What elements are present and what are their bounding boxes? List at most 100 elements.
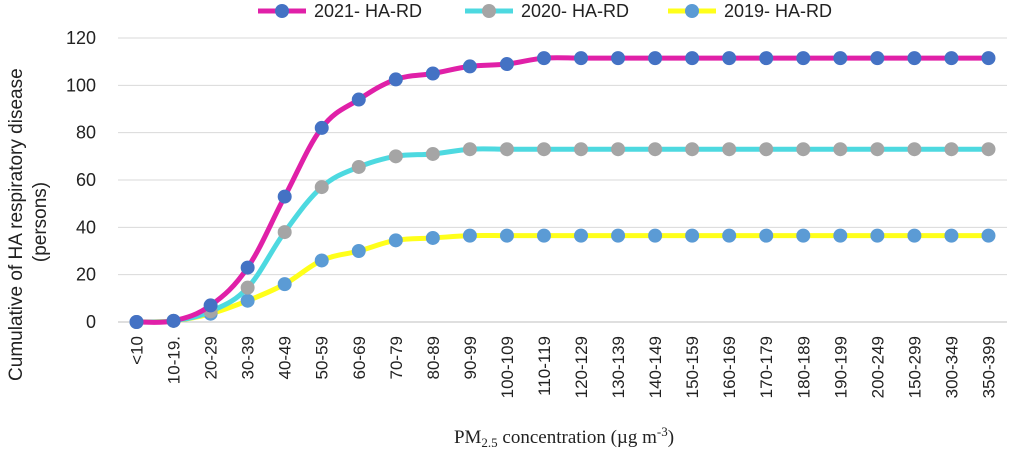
data-point	[870, 228, 885, 243]
data-point	[870, 142, 885, 157]
x-tick-label: 180-189	[794, 336, 813, 398]
data-point	[870, 51, 885, 66]
data-point	[499, 142, 514, 157]
data-point	[314, 180, 329, 195]
legend-label: 2019- HA-RD	[724, 1, 832, 21]
data-point	[499, 228, 514, 243]
data-point	[425, 146, 440, 161]
x-tick-label: 10-19.	[165, 336, 184, 384]
data-point	[277, 225, 292, 240]
y-axis-label-line1: Cumulative of HA respiratory disease	[6, 68, 27, 381]
x-tick-label: <10	[128, 336, 147, 365]
x-tick-label: 100-109	[498, 336, 517, 398]
y-axis-ticks: 0 20 40 60 80 100 120	[66, 28, 96, 332]
data-point	[351, 244, 366, 258]
x-axis-label: PM2.5 concentration (µg m-3)	[454, 424, 674, 450]
data-point	[388, 149, 403, 164]
series-line-1	[136, 55, 989, 325]
data-point	[981, 228, 996, 243]
data-point	[129, 315, 144, 329]
data-point	[536, 228, 551, 243]
data-point	[759, 142, 774, 157]
data-point	[314, 253, 329, 268]
data-point	[388, 72, 403, 87]
series-line-3	[136, 232, 989, 325]
data-point	[907, 51, 922, 66]
data-point	[611, 142, 626, 157]
data-point	[611, 51, 626, 66]
series-group	[129, 51, 996, 329]
data-point	[388, 233, 403, 248]
data-point	[314, 120, 329, 135]
data-point	[833, 228, 848, 243]
data-point	[351, 92, 366, 107]
y-tick-label: 20	[76, 265, 96, 285]
data-point	[907, 228, 922, 243]
data-point	[944, 228, 959, 243]
x-tick-label: 300-349	[942, 336, 961, 398]
data-point	[944, 51, 959, 66]
data-point	[462, 142, 477, 157]
x-tick-label: 40-49	[276, 336, 295, 379]
x-tick-label: 150-299	[905, 336, 924, 398]
data-point	[722, 51, 737, 66]
grid-lines	[118, 37, 1007, 276]
x-axis-label-pre: PM	[454, 427, 482, 448]
data-point	[240, 260, 255, 275]
data-point	[796, 228, 811, 243]
data-point	[722, 142, 737, 157]
data-point	[611, 228, 626, 243]
x-axis-label-sub: 2.5	[481, 435, 497, 450]
y-axis-label-line2: (persons)	[30, 182, 51, 262]
data-point	[536, 142, 551, 157]
data-point	[574, 51, 589, 66]
data-point	[722, 228, 737, 243]
data-point	[796, 142, 811, 157]
data-point	[574, 142, 589, 157]
data-point	[981, 51, 996, 66]
data-point	[203, 298, 218, 313]
x-axis-label-sup: -3	[657, 424, 668, 439]
x-axis-ticks: <10 10-19. 20-29 30-39 40-49 50-59 60-69 70-79 8…	[128, 336, 999, 398]
y-axis-label: Cumulative of HA respiratory disease (pe…	[6, 63, 51, 381]
data-point	[944, 142, 959, 157]
x-tick-label: 110-119	[535, 336, 554, 396]
legend-marker	[275, 4, 289, 18]
data-point	[759, 51, 774, 66]
x-tick-label: 150-159	[683, 336, 702, 398]
data-point	[462, 59, 477, 74]
x-tick-label: 160-169	[720, 336, 739, 398]
x-tick-label: 70-79	[387, 336, 406, 379]
x-tick-label: 30-39	[239, 336, 258, 379]
data-point	[759, 228, 774, 243]
data-point	[685, 51, 700, 66]
x-tick-label: 200-249	[868, 336, 887, 398]
data-point	[648, 228, 663, 243]
data-point	[351, 159, 366, 174]
data-point	[240, 280, 255, 295]
data-point	[796, 51, 811, 66]
x-tick-label: 170-179	[757, 336, 776, 398]
x-tick-label: 350-399	[979, 336, 998, 398]
x-axis-label-post: )	[668, 427, 674, 448]
legend-label: 2021- HA-RD	[314, 1, 422, 21]
data-point	[685, 142, 700, 157]
data-point	[574, 228, 589, 243]
data-point	[833, 51, 848, 66]
x-axis-label-mid: concentration (µg m	[498, 427, 657, 448]
legend-marker	[482, 4, 496, 18]
data-point	[648, 51, 663, 66]
x-tick-label: 20-29	[202, 336, 221, 379]
legend-label: 2020- HA-RD	[521, 1, 629, 21]
data-point	[462, 228, 477, 243]
data-point	[648, 142, 663, 157]
y-tick-label: 100	[66, 75, 96, 95]
data-point	[277, 277, 292, 292]
y-tick-label: 0	[86, 312, 96, 332]
data-point	[499, 57, 514, 72]
legend-marker	[685, 4, 699, 18]
y-tick-label: 120	[66, 28, 96, 48]
y-tick-label: 80	[76, 123, 96, 143]
x-tick-label: 130-139	[609, 336, 628, 398]
